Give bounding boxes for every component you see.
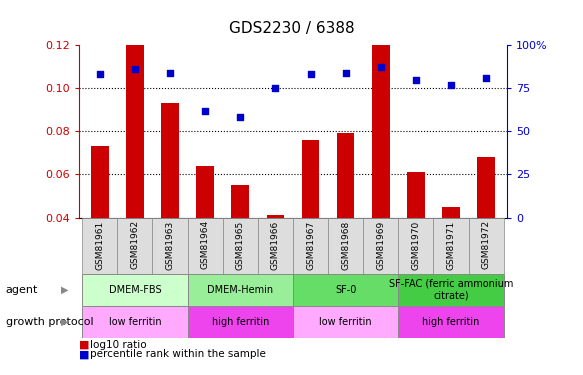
Bar bbox=[91, 146, 108, 218]
Text: GSM81962: GSM81962 bbox=[131, 220, 139, 269]
Bar bbox=[372, 45, 389, 218]
Bar bbox=[223, 217, 258, 274]
Point bbox=[341, 70, 350, 76]
Bar bbox=[231, 185, 249, 218]
Text: GSM81966: GSM81966 bbox=[271, 220, 280, 270]
Text: GDS2230 / 6388: GDS2230 / 6388 bbox=[229, 21, 354, 36]
Text: growth protocol: growth protocol bbox=[6, 316, 93, 327]
Point bbox=[236, 114, 245, 120]
Point bbox=[411, 76, 420, 82]
Point bbox=[95, 71, 104, 77]
Bar bbox=[82, 306, 188, 338]
Text: SF-0: SF-0 bbox=[335, 285, 356, 295]
Bar bbox=[363, 217, 398, 274]
Bar bbox=[433, 217, 469, 274]
Text: log10 ratio: log10 ratio bbox=[90, 340, 147, 350]
Bar bbox=[398, 274, 504, 306]
Bar bbox=[153, 217, 188, 274]
Bar bbox=[82, 274, 188, 306]
Text: ■: ■ bbox=[79, 350, 89, 359]
Bar bbox=[293, 274, 398, 306]
Bar bbox=[188, 306, 293, 338]
Bar bbox=[477, 157, 495, 218]
Text: GSM81972: GSM81972 bbox=[482, 220, 491, 269]
Bar bbox=[398, 217, 433, 274]
Bar bbox=[188, 217, 223, 274]
Text: SF-FAC (ferric ammonium
citrate): SF-FAC (ferric ammonium citrate) bbox=[389, 279, 513, 300]
Text: low ferritin: low ferritin bbox=[108, 316, 161, 327]
Text: DMEM-Hemin: DMEM-Hemin bbox=[207, 285, 273, 295]
Point bbox=[166, 70, 175, 76]
Text: ■: ■ bbox=[79, 340, 89, 350]
Text: ▶: ▶ bbox=[61, 285, 69, 295]
Point bbox=[482, 75, 491, 81]
Text: GSM81964: GSM81964 bbox=[201, 220, 210, 269]
Bar bbox=[117, 217, 153, 274]
Text: high ferritin: high ferritin bbox=[422, 316, 480, 327]
Bar bbox=[161, 103, 179, 218]
Bar bbox=[407, 172, 424, 217]
Text: GSM81961: GSM81961 bbox=[95, 220, 104, 270]
Bar bbox=[337, 134, 354, 218]
Bar bbox=[126, 45, 143, 218]
Text: agent: agent bbox=[6, 285, 38, 295]
Point bbox=[447, 82, 456, 88]
Text: GSM81970: GSM81970 bbox=[412, 220, 420, 270]
Text: DMEM-FBS: DMEM-FBS bbox=[108, 285, 161, 295]
Text: GSM81963: GSM81963 bbox=[166, 220, 174, 270]
Text: GSM81971: GSM81971 bbox=[447, 220, 455, 270]
Bar bbox=[442, 207, 460, 218]
Text: high ferritin: high ferritin bbox=[212, 316, 269, 327]
Bar bbox=[188, 274, 293, 306]
Point bbox=[271, 85, 280, 91]
Point bbox=[130, 66, 139, 72]
Point bbox=[376, 64, 385, 70]
Point bbox=[201, 108, 210, 114]
Text: percentile rank within the sample: percentile rank within the sample bbox=[90, 350, 266, 359]
Bar bbox=[328, 217, 363, 274]
Text: GSM81967: GSM81967 bbox=[306, 220, 315, 270]
Text: low ferritin: low ferritin bbox=[319, 316, 372, 327]
Bar bbox=[196, 166, 214, 218]
Bar bbox=[293, 217, 328, 274]
Bar bbox=[258, 217, 293, 274]
Text: GSM81965: GSM81965 bbox=[236, 220, 245, 270]
Bar bbox=[293, 306, 398, 338]
Bar bbox=[469, 217, 504, 274]
Bar bbox=[302, 140, 319, 218]
Bar bbox=[266, 215, 284, 217]
Bar bbox=[82, 217, 117, 274]
Text: ▶: ▶ bbox=[61, 316, 69, 327]
Text: GSM81968: GSM81968 bbox=[341, 220, 350, 270]
Point bbox=[306, 71, 315, 77]
Bar bbox=[398, 306, 504, 338]
Text: GSM81969: GSM81969 bbox=[376, 220, 385, 270]
